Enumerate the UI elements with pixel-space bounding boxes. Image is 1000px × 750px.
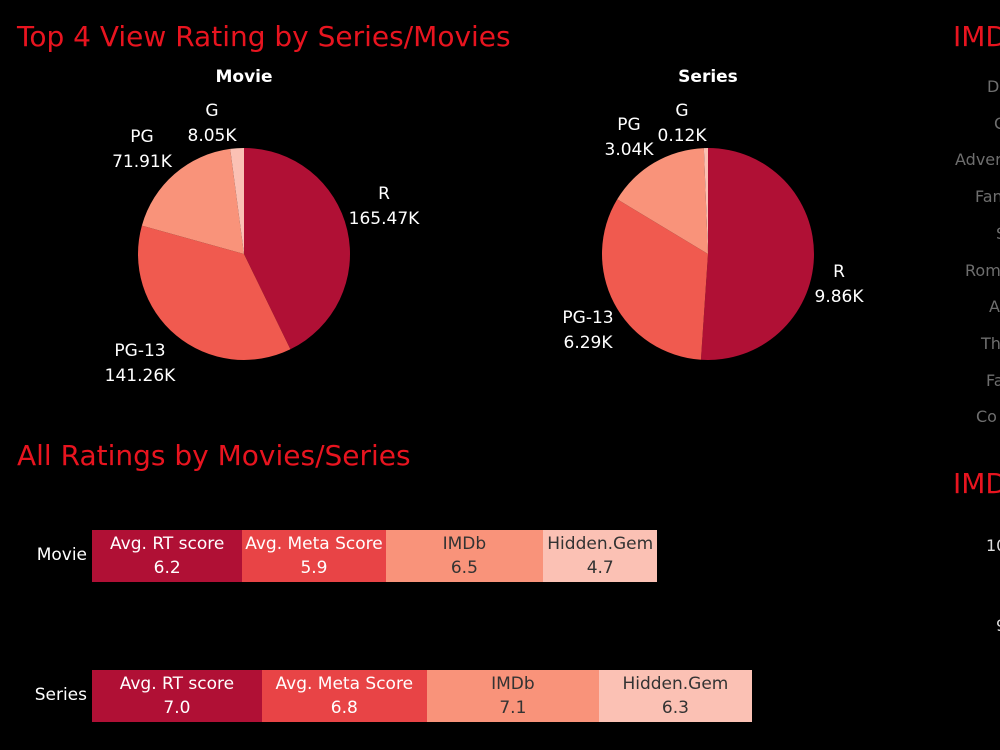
movie-pie-title: Movie bbox=[215, 67, 273, 87]
side-genre-label: C bbox=[994, 113, 1000, 133]
movie-pie-chart: R 165.47K PG-13 141.26K PG 71.91K G 8.05K bbox=[105, 101, 420, 386]
series-pie-slice-label: PG bbox=[617, 115, 640, 135]
series-pie-chart: R 9.86K PG-13 6.29K PG 3.04K G 0.12K bbox=[562, 101, 865, 360]
bar-segment-avg-meta-score: Avg. Meta Score 6.8 bbox=[261, 670, 427, 722]
bar-segment-label: Avg. Meta Score bbox=[275, 674, 414, 694]
movie-pie-slice-value: 141.26K bbox=[105, 366, 176, 386]
bar-segment-label: IMDb bbox=[491, 674, 535, 694]
movie-pie-slice-g bbox=[230, 148, 244, 254]
bar-row-label-series: Series bbox=[34, 685, 87, 705]
series-pie-slice-label: G bbox=[675, 101, 688, 121]
side-genre-label: Adver bbox=[955, 150, 1000, 170]
bar-segment-value: 6.3 bbox=[661, 698, 689, 718]
pies-section-title: Top 4 View Rating by Series/Movies bbox=[17, 20, 511, 53]
bar-segment-label: Avg. RT score bbox=[110, 534, 225, 554]
bar-segment-label: IMDb bbox=[442, 534, 487, 554]
side-section-title-1: IMD bbox=[953, 20, 1000, 53]
series-pie-slice-value: 6.29K bbox=[564, 333, 614, 353]
bar-segment-value: 4.7 bbox=[586, 558, 614, 578]
side-genre-label: D bbox=[987, 77, 1000, 96]
movie-pie-slice-label: G bbox=[205, 101, 218, 121]
series-pie-slice-label: PG-13 bbox=[562, 308, 613, 328]
series-pie-slice-value: 9.86K bbox=[815, 287, 865, 307]
bar-segment-imdb: IMDb 6.5 bbox=[385, 530, 544, 582]
side-genre-label: Fa bbox=[986, 370, 1000, 390]
bar-segment-avg-meta-score: Avg. Meta Score 5.9 bbox=[242, 530, 386, 582]
side-genre-label: S bbox=[996, 224, 1000, 243]
movie-pie-slice-pg bbox=[141, 148, 244, 254]
series-pie-title: Series bbox=[678, 67, 738, 87]
bar-segment-avg-rt-score: Avg. RT score 6.2 bbox=[92, 530, 243, 582]
movie-pie-slice-value: 8.05K bbox=[188, 126, 238, 146]
bar-segment-label: Hidden.Gem bbox=[547, 534, 654, 554]
side-genre-label: Co bbox=[976, 407, 997, 427]
stacked-bar-series: Avg. RT score 7.0 Avg. Meta Score 6.8 IMDb 7.… bbox=[92, 670, 752, 722]
movie-pie-slice-pg-13 bbox=[137, 225, 291, 361]
bars-section-title: All Ratings by Movies/Series bbox=[17, 439, 411, 472]
bar-segment-value: 7.0 bbox=[163, 698, 191, 718]
bar-segment-value: 5.9 bbox=[300, 558, 328, 578]
bar-segment-value: 6.2 bbox=[153, 558, 181, 578]
series-pie-slice-value: 3.04K bbox=[605, 140, 655, 160]
bar-segment-value: 7.1 bbox=[499, 698, 527, 718]
series-pie-slice-value: 0.12K bbox=[658, 126, 708, 146]
movie-pie-slice-value: 165.47K bbox=[349, 209, 420, 229]
bar-segment-label: Hidden.Gem bbox=[622, 674, 729, 694]
series-pie-slice-pg bbox=[617, 148, 708, 254]
side-axis-tick: 9 bbox=[996, 616, 1000, 635]
stacked-bar-movie: Avg. RT score 6.2 Avg. Meta Score 5.9 IMDb 6.… bbox=[92, 530, 658, 582]
movie-pie-slice-label: PG-13 bbox=[114, 341, 165, 361]
side-genre-label: Th bbox=[981, 333, 1000, 353]
bar-segment-value: 6.5 bbox=[450, 558, 478, 578]
bar-row-label-movie: Movie bbox=[36, 545, 87, 565]
series-pie-slice-g bbox=[703, 148, 708, 254]
movie-pie-slice-r bbox=[244, 148, 350, 350]
movie-pie-slice-label: PG bbox=[130, 127, 153, 147]
side-genre-label: Rom bbox=[965, 260, 1000, 280]
series-pie-slice-pg-13 bbox=[602, 199, 708, 360]
series-pie-slice-label: R bbox=[833, 262, 845, 282]
bar-segment-imdb: IMDb 7.1 bbox=[426, 670, 599, 722]
series-pie-slice-r bbox=[700, 148, 814, 360]
bar-segment-hidden-gem: Hidden.Gem 4.7 bbox=[543, 530, 658, 582]
movie-pie-slice-value: 71.91K bbox=[112, 152, 173, 172]
bar-segment-value: 6.8 bbox=[330, 698, 358, 718]
side-genre-label: A bbox=[989, 297, 1000, 317]
bar-segment-hidden-gem: Hidden.Gem 6.3 bbox=[599, 670, 752, 722]
bar-segment-label: Avg. RT score bbox=[119, 674, 235, 694]
side-section-title-2: IMD bbox=[953, 467, 1000, 500]
side-genre-label: Fan bbox=[975, 187, 1000, 207]
side-axis-tick: 10 bbox=[986, 536, 1000, 555]
bar-segment-label: Avg. Meta Score bbox=[245, 534, 383, 554]
movie-pie-slice-label: R bbox=[378, 184, 390, 204]
bar-segment-avg-rt-score: Avg. RT score 7.0 bbox=[92, 670, 262, 722]
